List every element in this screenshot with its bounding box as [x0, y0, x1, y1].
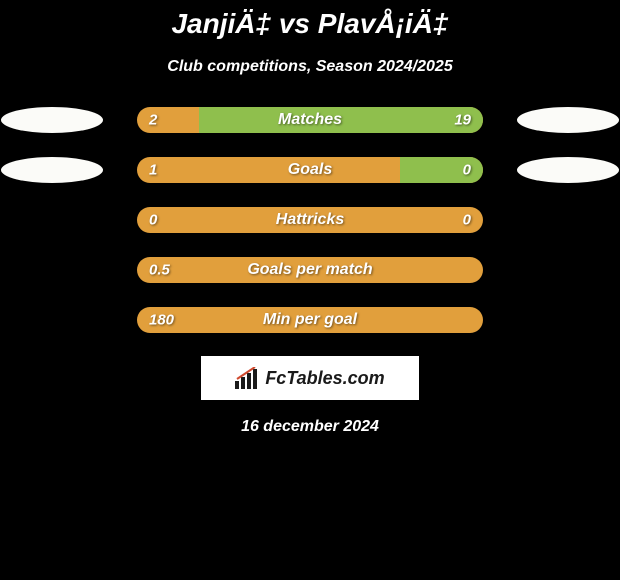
footer-date: 16 december 2024 [0, 418, 620, 436]
stat-value-left: 0.5 [149, 262, 170, 279]
stats-list: 2 Matches 19 1 Goals 0 0 Hattricks 0 0.5 Goals per… [0, 106, 620, 334]
player-left-ellipse [1, 207, 103, 233]
stat-row: 180 Min per goal [0, 306, 620, 334]
stat-row: 2 Matches 19 [0, 106, 620, 134]
stat-label: Hattricks [276, 211, 344, 229]
stat-value-left: 180 [149, 312, 174, 329]
player-right-ellipse [517, 257, 619, 283]
branding-row: FcTables.com [0, 356, 620, 400]
stat-label: Matches [278, 111, 342, 129]
stat-value-right: 0 [463, 212, 471, 229]
bar-chart-icon [235, 367, 259, 389]
stat-value-left: 1 [149, 162, 157, 179]
player-right-ellipse [517, 307, 619, 333]
stat-value-left: 2 [149, 112, 157, 129]
player-right-ellipse [517, 207, 619, 233]
stat-bar: 0.5 Goals per match [137, 257, 483, 283]
player-right-ellipse [517, 157, 619, 183]
stat-label: Goals per match [247, 261, 372, 279]
stat-bar: 2 Matches 19 [137, 107, 483, 133]
stat-bar: 1 Goals 0 [137, 157, 483, 183]
stat-value-right: 19 [454, 112, 471, 129]
branding-box[interactable]: FcTables.com [201, 356, 419, 400]
stat-row: 1 Goals 0 [0, 156, 620, 184]
player-left-ellipse [1, 307, 103, 333]
page-subtitle: Club competitions, Season 2024/2025 [0, 58, 620, 76]
stat-label: Goals [288, 161, 332, 179]
page-title: JanjiÄ‡ vs PlavÅ¡iÄ‡ [0, 8, 620, 40]
player-left-ellipse [1, 257, 103, 283]
stat-bar: 180 Min per goal [137, 307, 483, 333]
player-left-ellipse [1, 107, 103, 133]
branding-text: FcTables.com [265, 368, 384, 389]
comparison-infographic: JanjiÄ‡ vs PlavÅ¡iÄ‡ Club competitions, … [0, 0, 620, 436]
stat-value-left: 0 [149, 212, 157, 229]
stat-bar: 0 Hattricks 0 [137, 207, 483, 233]
stat-row: 0.5 Goals per match [0, 256, 620, 284]
player-left-ellipse [1, 157, 103, 183]
stat-row: 0 Hattricks 0 [0, 206, 620, 234]
player-right-ellipse [517, 107, 619, 133]
stat-value-right: 0 [463, 162, 471, 179]
stat-label: Min per goal [263, 311, 357, 329]
